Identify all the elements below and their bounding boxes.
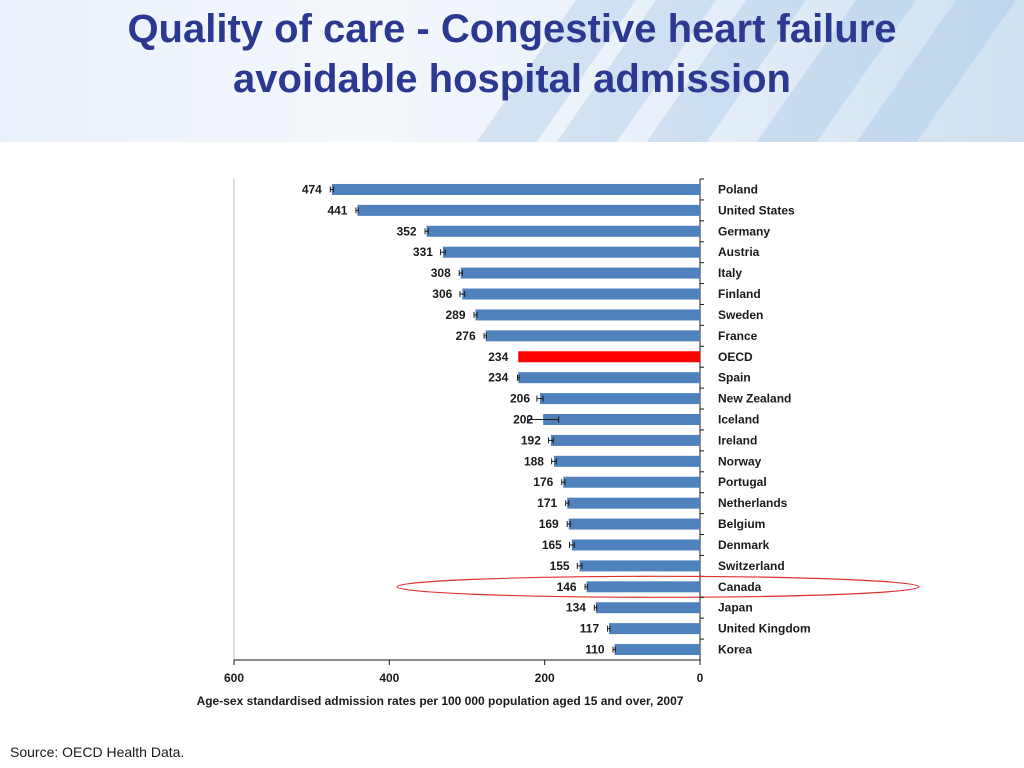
bar [563, 476, 700, 488]
data-label: 331 [413, 245, 433, 259]
x-tick-label: 0 [697, 671, 704, 685]
slide-title-line2: avoidable hospital admission [233, 57, 791, 101]
x-tick-label: 600 [224, 671, 244, 685]
header-band [0, 0, 1024, 142]
bar [460, 267, 700, 279]
data-label: 171 [537, 496, 557, 510]
bar [568, 518, 700, 530]
data-label: 474 [302, 182, 322, 196]
category-label: Iceland [718, 413, 759, 427]
data-label: 165 [542, 538, 562, 552]
data-label: 276 [456, 329, 476, 343]
callout-ellipse [396, 575, 920, 598]
data-label: 146 [557, 580, 577, 594]
category-label: Germany [718, 224, 770, 238]
data-label: 110 [585, 643, 605, 657]
data-label: 234 [488, 350, 508, 364]
data-label: 192 [521, 433, 541, 447]
bar [567, 497, 700, 509]
bar [595, 602, 700, 614]
bar [442, 246, 700, 258]
slide-title-line1: Quality of care - Congestive heart failu… [127, 7, 897, 51]
bar [357, 204, 700, 216]
data-label: 308 [431, 266, 451, 280]
category-label: Portugal [718, 475, 767, 489]
bar [553, 455, 700, 467]
category-label: Italy [718, 266, 742, 280]
data-label: 176 [533, 475, 553, 489]
category-label: Netherlands [718, 496, 788, 510]
data-label: 134 [566, 601, 586, 615]
category-label: Canada [718, 580, 762, 594]
category-label: Sweden [718, 308, 763, 322]
bar [331, 183, 700, 195]
data-label: 289 [446, 308, 466, 322]
data-label: 155 [550, 559, 570, 573]
x-tick-label: 400 [379, 671, 399, 685]
category-label: Korea [718, 643, 752, 657]
data-label: 202 [513, 413, 533, 427]
data-label: 306 [432, 287, 452, 301]
category-label: Japan [718, 601, 753, 615]
bar [571, 539, 700, 551]
category-label: Ireland [718, 433, 757, 447]
data-label: 169 [539, 517, 559, 531]
category-label: Austria [718, 245, 760, 259]
category-label: Denmark [718, 538, 770, 552]
bar [518, 351, 700, 363]
x-tick-label: 200 [535, 671, 555, 685]
bar [540, 393, 700, 405]
bar [485, 330, 700, 342]
bar [462, 288, 700, 300]
category-label: New Zealand [718, 392, 791, 406]
category-label: Switzerland [718, 559, 785, 573]
data-label: 117 [580, 622, 600, 636]
category-label: Belgium [718, 517, 765, 531]
source-note: Source: OECD Health Data. [10, 744, 185, 760]
bar [614, 644, 700, 656]
category-label: United Kingdom [718, 622, 811, 636]
data-label: 441 [327, 203, 347, 217]
x-axis-title: Age-sex standardised admission rates per… [196, 694, 684, 708]
bar [543, 414, 700, 425]
data-label: 234 [488, 371, 508, 385]
category-label: Poland [718, 182, 758, 196]
slide-title: Quality of care - Congestive heart failu… [0, 4, 1024, 104]
bar [426, 225, 700, 237]
bar [579, 560, 700, 572]
category-label: Norway [718, 454, 762, 468]
data-label: 352 [397, 224, 417, 238]
category-label: OECD [718, 350, 753, 364]
bar [609, 623, 700, 635]
bar [586, 581, 700, 593]
bar [518, 372, 700, 384]
bar [550, 434, 700, 446]
category-label: Spain [718, 371, 751, 385]
category-label: United States [718, 203, 795, 217]
category-label: France [718, 329, 758, 343]
bar [475, 309, 700, 321]
data-label: 206 [510, 392, 530, 406]
category-label: Finland [718, 287, 761, 301]
data-label: 188 [524, 454, 544, 468]
